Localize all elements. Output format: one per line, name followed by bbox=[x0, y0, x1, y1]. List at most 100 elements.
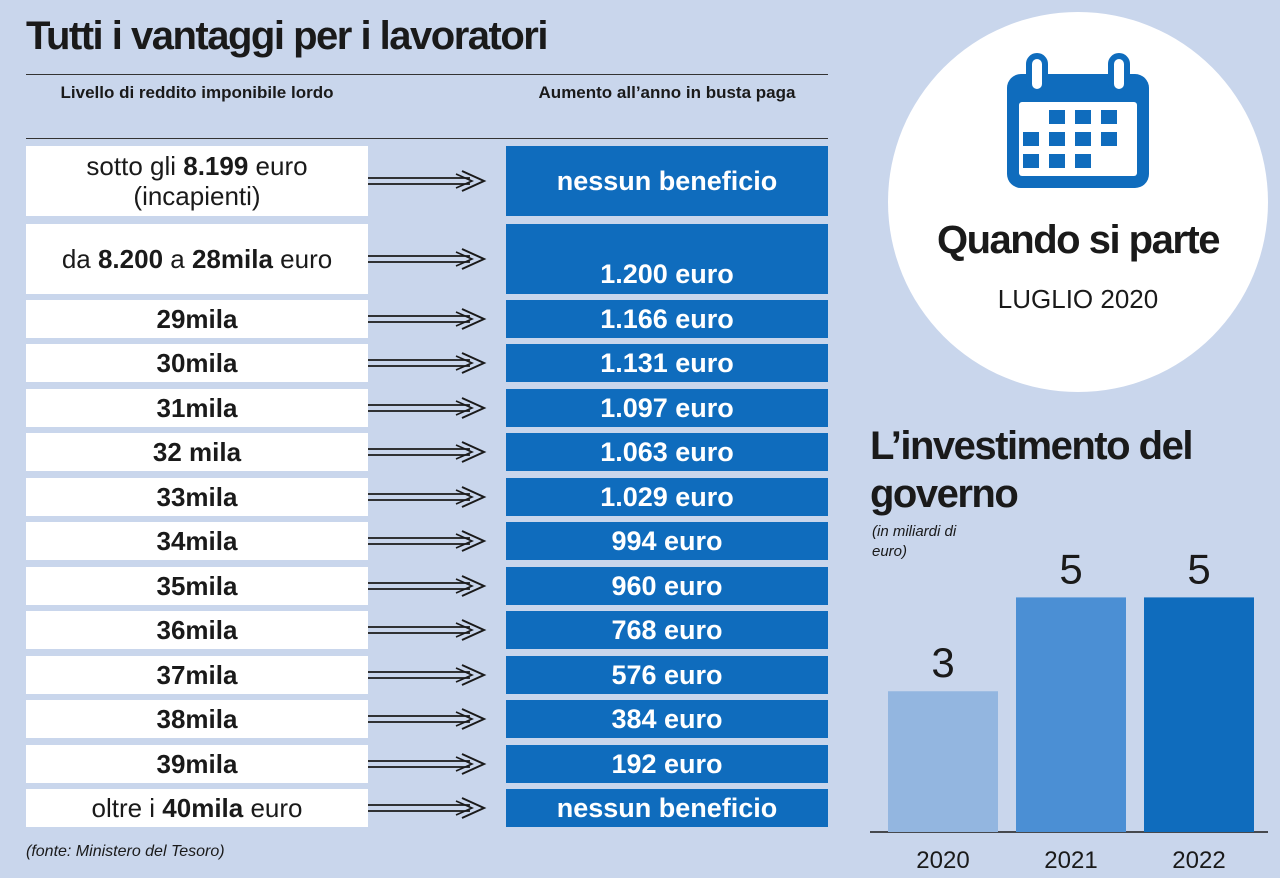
bar-2020 bbox=[888, 691, 998, 832]
income-value: 29mila bbox=[156, 304, 238, 334]
main-title: Tutti i vantaggi per i lavoratori bbox=[26, 14, 548, 58]
benefit-cell: 1.200 euro bbox=[506, 224, 828, 294]
bar-value-label: 5 bbox=[1059, 545, 1082, 592]
income-level-cell: oltre i 40mila euro bbox=[26, 789, 368, 827]
table-row: 33mila 1.029 euro bbox=[26, 478, 828, 516]
income-level-cell: 30mila bbox=[26, 344, 368, 382]
calendar-icon bbox=[1007, 53, 1149, 188]
income-level-cell: 36mila bbox=[26, 611, 368, 649]
benefit-cell: 1.029 euro bbox=[506, 478, 828, 516]
income-text: euro (incapienti) bbox=[133, 151, 308, 211]
benefit-cell: 1.097 euro bbox=[506, 389, 828, 427]
x-tick-label: 2020 bbox=[916, 847, 969, 874]
arrow-right-icon bbox=[368, 619, 487, 641]
table-row: 36mila 768 euro bbox=[26, 611, 828, 649]
income-level-cell: 35mila bbox=[26, 567, 368, 605]
table-row: 37mila 576 euro bbox=[26, 656, 828, 694]
income-level-cell: 37mila bbox=[26, 656, 368, 694]
income-value: 33mila bbox=[156, 482, 238, 512]
arrow-right-icon bbox=[368, 486, 487, 508]
income-level-cell: 29mila bbox=[26, 300, 368, 338]
table-row: 31mila 1.097 euro bbox=[26, 389, 828, 427]
start-title: Quando si parte bbox=[937, 218, 1221, 262]
arrow-right-icon bbox=[368, 170, 487, 192]
table-row: 39mila 192 euro bbox=[26, 745, 828, 783]
title-divider bbox=[26, 74, 828, 75]
arrow-right-icon bbox=[368, 753, 487, 775]
benefit-cell: 960 euro bbox=[506, 567, 828, 605]
benefit-cell: 768 euro bbox=[506, 611, 828, 649]
arrow-right-icon bbox=[368, 308, 487, 330]
table-row: 30mila 1.131 euro bbox=[26, 344, 828, 382]
income-value: 40mila bbox=[162, 793, 244, 823]
benefit-cell: 1.166 euro bbox=[506, 300, 828, 338]
income-value: 8.199 bbox=[183, 151, 249, 181]
arrow-right-icon bbox=[368, 248, 487, 270]
header-income-level: Livello di reddito imponibile lordo bbox=[60, 83, 334, 102]
income-text: da bbox=[61, 244, 98, 274]
arrow-right-icon bbox=[368, 797, 487, 819]
benefit-cell: 576 euro bbox=[506, 656, 828, 694]
arrow-right-icon bbox=[368, 530, 487, 552]
bar-2021 bbox=[1016, 597, 1126, 832]
bar-value-label: 5 bbox=[1187, 545, 1210, 592]
arrow-right-icon bbox=[368, 708, 487, 730]
income-value: 39mila bbox=[156, 749, 238, 779]
benefit-cell: 994 euro bbox=[506, 522, 828, 560]
source-note: (fonte: Ministero del Tesoro) bbox=[26, 843, 225, 860]
x-tick-label: 2021 bbox=[1044, 847, 1097, 874]
table-row: 35mila 960 euro bbox=[26, 567, 828, 605]
income-level-cell: 39mila bbox=[26, 745, 368, 783]
income-level-cell: 32 mila bbox=[26, 433, 368, 471]
income-text: euro bbox=[243, 793, 303, 823]
bar-value-label: 3 bbox=[931, 639, 954, 686]
arrow-right-icon bbox=[368, 397, 487, 419]
table-row: 34mila 994 euro bbox=[26, 522, 828, 560]
x-tick-label: 2022 bbox=[1172, 847, 1225, 874]
income-level-cell: da 8.200 a 28mila euro bbox=[26, 224, 368, 294]
income-value: 34mila bbox=[156, 526, 238, 556]
benefit-cell: nessun beneficio bbox=[506, 789, 828, 827]
arrow-right-icon bbox=[368, 664, 487, 686]
income-text: oltre i bbox=[91, 793, 163, 823]
table-row: sotto gli 8.199 euro (incapienti) nessun … bbox=[26, 146, 828, 216]
income-value: 37mila bbox=[156, 660, 238, 690]
income-level-cell: 38mila bbox=[26, 700, 368, 738]
table-row: 29mila 1.166 euro bbox=[26, 300, 828, 338]
income-value: 31mila bbox=[156, 393, 238, 423]
investment-bar-chart: 3 2020 5 2021 5 2022 bbox=[870, 545, 1268, 874]
table-row: 32 mila 1.063 euro bbox=[26, 433, 828, 471]
income-text: euro bbox=[272, 244, 333, 274]
investment-title: L’investimento del governo bbox=[870, 424, 1193, 516]
income-value: 32 mila bbox=[152, 437, 242, 467]
table-row: da 8.200 a 28mila euro 1.200 euro bbox=[26, 224, 828, 294]
income-value: 36mila bbox=[156, 615, 238, 645]
income-level-cell: 31mila bbox=[26, 389, 368, 427]
income-value: 35mila bbox=[156, 571, 238, 601]
benefit-cell: 1.131 euro bbox=[506, 344, 828, 382]
arrow-right-icon bbox=[368, 441, 487, 463]
table-row: 38mila 384 euro bbox=[26, 700, 828, 738]
header-divider bbox=[26, 138, 828, 139]
bar-2022 bbox=[1144, 597, 1254, 832]
income-level-cell: 33mila bbox=[26, 478, 368, 516]
income-value: 8.200 bbox=[97, 244, 164, 274]
income-level-cell: 34mila bbox=[26, 522, 368, 560]
income-level-cell: sotto gli 8.199 euro (incapienti) bbox=[26, 146, 368, 216]
start-date: LUGLIO 2020 bbox=[997, 284, 1159, 314]
income-value: 28mila bbox=[191, 244, 273, 274]
header-yearly-increase: Aumento all’anno in busta paga bbox=[538, 83, 796, 102]
benefit-cell: 1.063 euro bbox=[506, 433, 828, 471]
income-value: 38mila bbox=[156, 704, 238, 734]
arrow-right-icon bbox=[368, 575, 487, 597]
arrow-right-icon bbox=[368, 352, 487, 374]
benefit-cell: nessun beneficio bbox=[506, 146, 828, 216]
income-text: a bbox=[163, 244, 192, 274]
benefit-cell: 384 euro bbox=[506, 700, 828, 738]
benefit-cell: 192 euro bbox=[506, 745, 828, 783]
table-row: oltre i 40mila euro nessun beneficio bbox=[26, 789, 828, 827]
income-value: 30mila bbox=[156, 348, 238, 378]
benefits-table: sotto gli 8.199 euro (incapienti) nessun … bbox=[26, 0, 828, 878]
investment-unit: (in miliardi di euro) bbox=[872, 523, 957, 560]
income-text: sotto gli bbox=[86, 151, 184, 181]
